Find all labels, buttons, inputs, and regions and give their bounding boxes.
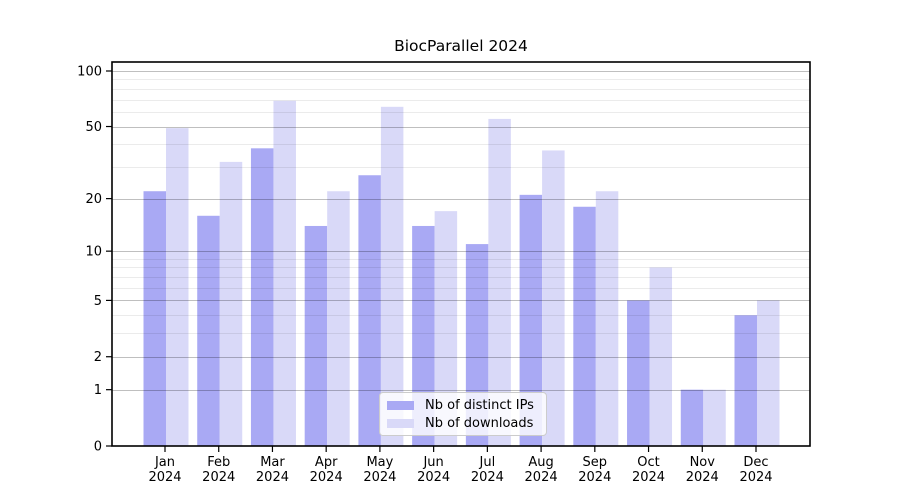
bar-downloads <box>434 211 458 446</box>
legend-label-downloads: Nb of downloads <box>425 415 534 431</box>
bar-distinct-ips <box>250 148 274 446</box>
bar-distinct-ips <box>412 225 435 446</box>
x-tick-label-year: 2024 <box>578 470 611 485</box>
legend: Nb of distinct IPs Nb of downloads <box>379 392 547 436</box>
x-tick-label-month: Sep <box>583 455 608 470</box>
bar-distinct-ips <box>627 300 650 446</box>
bar-distinct-ips <box>519 194 543 446</box>
bar-downloads <box>488 118 511 447</box>
x-tick-label-year: 2024 <box>686 470 719 485</box>
x-tick-label-year: 2024 <box>202 470 235 485</box>
x-tick-label-month: May <box>366 455 393 470</box>
x-tick-label-year: 2024 <box>417 470 450 485</box>
x-tick-label-year: 2024 <box>310 470 343 485</box>
bar-downloads <box>649 267 673 446</box>
y-tick-label: 1 <box>94 383 102 398</box>
x-tick-label-year: 2024 <box>632 470 665 485</box>
x-tick-label-year: 2024 <box>739 470 772 485</box>
x-tick-label-month: Feb <box>207 455 230 470</box>
x-tick-label-month: Aug <box>528 455 553 470</box>
bar-distinct-ips <box>304 225 328 446</box>
x-tick-label-month: Mar <box>260 455 285 470</box>
bar-downloads <box>380 106 404 447</box>
y-tick-label: 2 <box>94 350 102 365</box>
x-tick-label-year: 2024 <box>525 470 558 485</box>
chart-title: BiocParallel 2024 <box>394 37 528 55</box>
bar-distinct-ips <box>197 215 220 446</box>
x-tick-label-month: Jul <box>479 455 496 470</box>
bar-downloads <box>327 191 350 446</box>
x-tick-label-month: Jan <box>154 455 175 470</box>
axis-spine-box <box>111 61 811 447</box>
legend-label-distinct-ips: Nb of distinct IPs <box>425 397 534 413</box>
x-tick-label-year: 2024 <box>148 470 181 485</box>
bar-downloads <box>219 161 243 446</box>
x-tick-label-month: Dec <box>743 455 768 470</box>
x-tick-label-month: Oct <box>637 455 659 470</box>
x-tick-label-month: Apr <box>315 455 338 470</box>
y-tick-label: 5 <box>94 294 102 309</box>
bar-distinct-ips <box>358 175 381 446</box>
legend-item-distinct-ips: Nb of distinct IPs <box>387 398 546 413</box>
bar-downloads <box>542 150 565 447</box>
bar-distinct-ips <box>573 206 596 446</box>
bar-distinct-ips <box>734 315 757 446</box>
bar-distinct-ips <box>680 389 704 446</box>
bar-downloads <box>757 300 780 446</box>
legend-swatch-distinct-ips <box>387 400 414 410</box>
bar-downloads <box>273 100 296 446</box>
legend-item-downloads: Nb of downloads <box>387 416 546 431</box>
x-tick-label-year: 2024 <box>363 470 396 485</box>
y-tick-label: 10 <box>85 245 102 260</box>
y-tick-label: 0 <box>94 440 102 455</box>
x-tick-label-month: Nov <box>690 455 716 470</box>
x-tick-label-year: 2024 <box>256 470 289 485</box>
y-tick-label: 100 <box>77 65 102 80</box>
x-tick-label-month: Jun <box>422 455 443 470</box>
y-tick-label: 20 <box>85 192 102 207</box>
bar-downloads <box>595 191 619 446</box>
bar-distinct-ips <box>143 191 166 446</box>
bar-downloads <box>703 389 726 446</box>
bar-downloads <box>166 128 189 446</box>
legend-swatch-downloads <box>387 418 414 428</box>
x-tick-label-year: 2024 <box>471 470 504 485</box>
y-tick-label: 50 <box>85 120 102 135</box>
